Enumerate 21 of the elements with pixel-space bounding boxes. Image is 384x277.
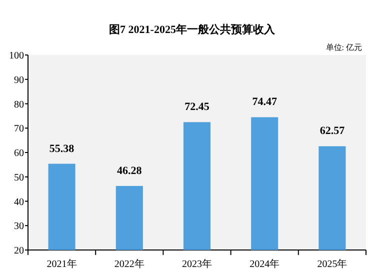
x-tick-label: 2023年 [182,258,212,270]
y-tick-label: 80 [14,99,24,110]
y-tick-label: 100 [9,50,24,62]
text: 单位: 亿元 [326,43,362,52]
x-tick-label: 2022年 [114,258,144,270]
data-label: 46.28 [117,164,142,177]
chart-title: 图7 2021-2025年一般公共预算收入 [109,23,276,36]
x-tick-label: 2025年 [317,258,348,270]
y-tick-label: 90 [14,74,24,86]
y-tick-label: 40 [14,196,24,208]
y-tick-label: 50 [14,172,24,184]
data-label: 72.45 [184,101,210,114]
x-tick-label: 2024年 [250,258,280,270]
data-label: 62.57 [320,125,346,138]
x-tick-label: 2021年 [46,258,77,270]
y-tick-label: 20 [14,246,24,256]
data-label: 55.38 [49,142,75,155]
y-tick-label: 30 [14,221,24,232]
y-tick-label: 60 [14,148,24,159]
y-tick-label: 70 [14,124,24,135]
data-label: 74.47 [252,96,278,108]
